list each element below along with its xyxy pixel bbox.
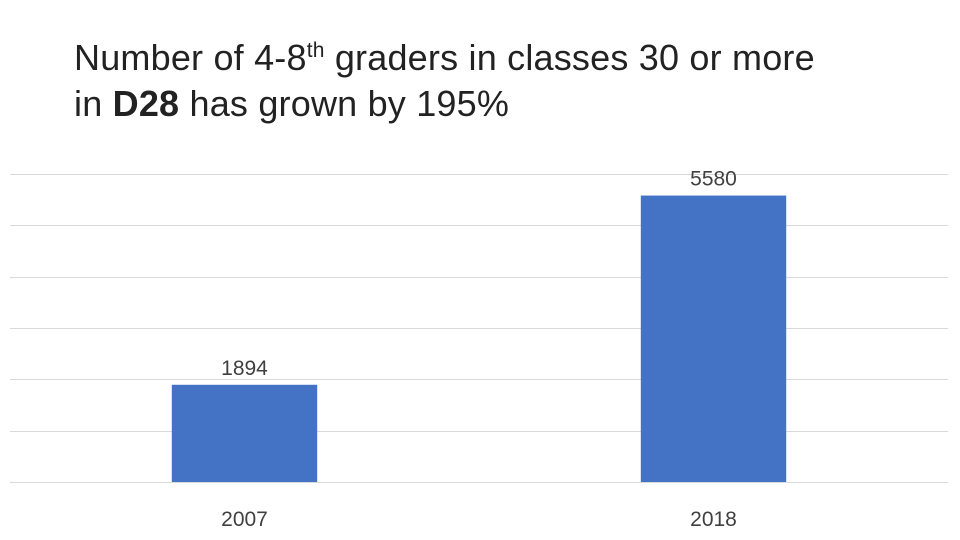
bar-2007 xyxy=(171,384,318,482)
title-superscript: th xyxy=(306,39,325,62)
data-labels: 1894 5580 xyxy=(221,168,737,380)
gridlines xyxy=(10,174,948,483)
title-text-part: graders in classes 30 or more xyxy=(324,37,815,78)
x-tick-label-2018: 2018 xyxy=(690,508,737,531)
title-text-part: in xyxy=(74,83,113,124)
bar-2018 xyxy=(640,195,787,482)
title-district: D28 xyxy=(112,83,180,124)
data-label-2007: 1894 xyxy=(221,357,268,380)
title-text-part: Number of 4-8 xyxy=(74,37,307,78)
slide-title: Number of 4-8th graders in classes 30 or… xyxy=(74,35,934,127)
x-tick-label-2007: 2007 xyxy=(221,508,268,531)
bars xyxy=(171,195,787,482)
data-label-2018: 5580 xyxy=(690,168,737,191)
x-axis: 2007 2018 xyxy=(221,508,737,531)
title-text-part: has grown by 195% xyxy=(179,83,510,124)
